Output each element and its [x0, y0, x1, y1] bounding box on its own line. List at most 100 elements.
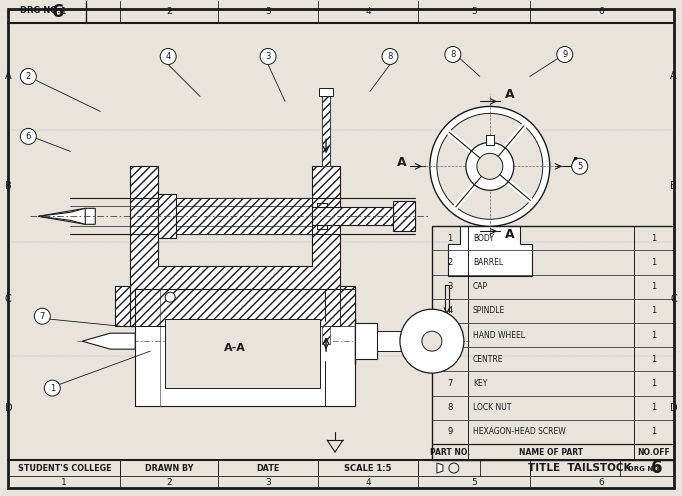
Text: A: A [5, 71, 12, 81]
Circle shape [44, 380, 60, 396]
Circle shape [557, 47, 573, 62]
Text: 7: 7 [447, 379, 453, 388]
Text: 3: 3 [265, 7, 271, 16]
Text: BARREL: BARREL [473, 258, 503, 267]
Text: DRG NO.: DRG NO. [627, 466, 662, 472]
Polygon shape [393, 201, 415, 231]
Polygon shape [448, 226, 532, 276]
Text: NAME OF PART: NAME OF PART [519, 447, 583, 456]
Text: 6: 6 [52, 2, 65, 20]
Bar [165, 319, 320, 388]
Text: 4: 4 [447, 307, 453, 315]
Text: 4: 4 [166, 52, 170, 61]
Text: STUDENT'S COLLEGE: STUDENT'S COLLEGE [18, 464, 111, 473]
Circle shape [20, 68, 36, 84]
Polygon shape [158, 194, 176, 238]
Text: 2: 2 [166, 7, 172, 16]
Text: 1: 1 [651, 428, 656, 436]
Bar [355, 323, 377, 359]
Text: TITLE  TAILSTOCK: TITLE TAILSTOCK [528, 463, 632, 473]
Text: A: A [505, 228, 515, 241]
Circle shape [477, 153, 503, 180]
Text: 5: 5 [447, 331, 453, 340]
Text: 6: 6 [447, 355, 453, 364]
Text: 1: 1 [651, 307, 656, 315]
Text: A: A [571, 156, 580, 169]
Circle shape [572, 158, 588, 175]
Text: A-A: A-A [224, 343, 246, 353]
Text: 1: 1 [447, 234, 453, 243]
Text: D: D [670, 403, 677, 413]
Polygon shape [322, 96, 330, 166]
Text: 1: 1 [651, 403, 656, 412]
Polygon shape [38, 208, 85, 224]
Text: 7: 7 [40, 311, 45, 321]
Bar [377, 331, 427, 351]
Text: 4: 4 [365, 478, 371, 487]
Text: 6: 6 [26, 132, 31, 141]
Circle shape [437, 114, 543, 219]
Circle shape [20, 128, 36, 144]
Text: CAP: CAP [473, 282, 488, 291]
Circle shape [160, 49, 176, 64]
Circle shape [382, 49, 398, 64]
Text: DRAWN BY: DRAWN BY [145, 464, 194, 473]
Circle shape [260, 49, 276, 64]
Text: LOCK NUT: LOCK NUT [473, 403, 512, 412]
Bar [135, 289, 355, 406]
Text: B: B [670, 182, 677, 191]
Text: HEXAGON-HEAD SCREW: HEXAGON-HEAD SCREW [473, 428, 565, 436]
Text: NO.OFF: NO.OFF [637, 447, 670, 456]
Text: D: D [5, 403, 12, 413]
Text: C: C [670, 294, 677, 304]
Text: B: B [5, 182, 12, 191]
Text: SCALE 1:5: SCALE 1:5 [344, 464, 391, 473]
Circle shape [445, 47, 461, 62]
Polygon shape [38, 208, 95, 224]
Circle shape [165, 292, 175, 302]
Text: 9: 9 [562, 50, 567, 59]
Bar [432, 226, 674, 460]
Text: A: A [397, 156, 406, 169]
Text: 2: 2 [26, 72, 31, 81]
Text: BODY: BODY [473, 234, 494, 243]
Circle shape [422, 331, 442, 351]
Text: KEY: KEY [473, 379, 487, 388]
Circle shape [34, 308, 50, 324]
Text: C: C [5, 294, 12, 304]
Text: 1: 1 [651, 331, 656, 340]
Text: 1: 1 [651, 355, 656, 364]
Text: 1: 1 [651, 282, 656, 291]
Circle shape [400, 309, 464, 373]
Text: 5: 5 [471, 7, 477, 16]
Text: DATE: DATE [256, 464, 280, 473]
Text: 9: 9 [447, 428, 453, 436]
Text: 1: 1 [61, 478, 67, 487]
Circle shape [466, 142, 514, 190]
Polygon shape [437, 463, 443, 473]
Polygon shape [312, 207, 415, 225]
Text: HAND WHEEL: HAND WHEEL [473, 331, 525, 340]
Text: PART NO.: PART NO. [430, 447, 470, 456]
Text: DRG NO.: DRG NO. [20, 6, 61, 15]
Polygon shape [115, 286, 355, 326]
Text: A: A [505, 88, 515, 101]
Bar [319, 88, 333, 96]
Text: 1: 1 [651, 258, 656, 267]
Text: 5: 5 [577, 162, 582, 171]
Text: SPINDLE: SPINDLE [473, 307, 505, 315]
Text: 6: 6 [651, 459, 662, 477]
Text: 1: 1 [61, 7, 67, 16]
Text: 8: 8 [387, 52, 393, 61]
Polygon shape [158, 198, 312, 234]
Text: 8: 8 [450, 50, 456, 59]
Text: CENTRE: CENTRE [473, 355, 503, 364]
Text: 6: 6 [599, 7, 605, 16]
Text: 8: 8 [447, 403, 453, 412]
Text: 4: 4 [365, 7, 371, 16]
Polygon shape [83, 333, 135, 349]
Text: 3: 3 [265, 52, 271, 61]
Text: 3: 3 [447, 282, 453, 291]
Text: 1: 1 [651, 379, 656, 388]
Text: 1: 1 [651, 234, 656, 243]
